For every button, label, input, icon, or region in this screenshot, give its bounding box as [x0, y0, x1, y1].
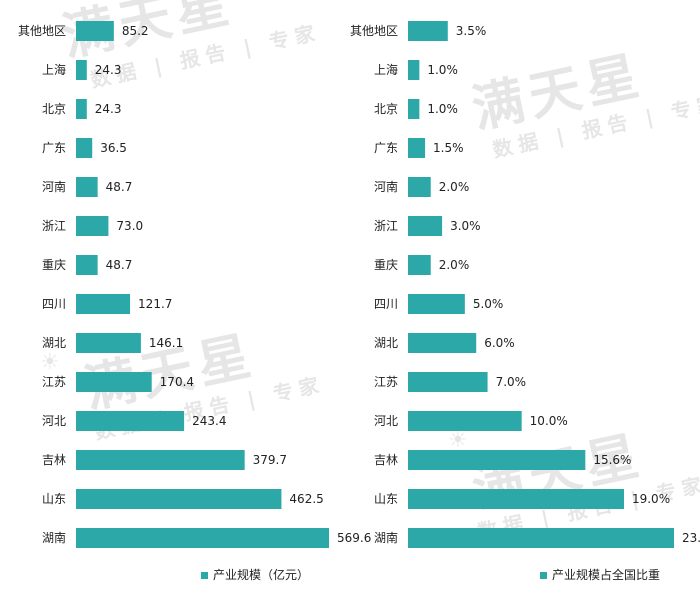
category-label: 其他地区	[18, 24, 66, 38]
category-label: 河北	[42, 414, 66, 428]
data-label: 2.0%	[439, 180, 470, 194]
bar	[76, 372, 152, 392]
bar	[76, 60, 87, 80]
data-label: 10.0%	[530, 414, 568, 428]
category-label: 吉林	[374, 453, 398, 467]
data-label: 24.3	[95, 63, 122, 77]
category-label: 四川	[374, 297, 398, 311]
data-label: 85.2	[122, 24, 149, 38]
category-label: 湖北	[374, 335, 398, 350]
bar	[76, 177, 98, 197]
data-label: 7.0%	[496, 375, 526, 389]
category-label: 四川	[42, 297, 66, 311]
bar	[76, 138, 93, 158]
category-label: 重庆	[42, 258, 66, 272]
bar	[408, 138, 426, 158]
data-label: 462.5	[289, 492, 323, 506]
data-label: 569.6	[337, 531, 371, 545]
data-label: 73.0	[116, 219, 143, 233]
bar	[76, 255, 98, 275]
bar	[408, 99, 420, 119]
bar	[76, 216, 109, 236]
category-label: 上海	[42, 62, 66, 77]
category-label: 河南	[42, 179, 66, 194]
data-label: 146.1	[149, 336, 183, 350]
bar	[76, 333, 141, 353]
category-label: 湖南	[374, 530, 398, 545]
bar	[408, 528, 674, 548]
bar	[408, 489, 624, 509]
category-label: 山东	[374, 492, 398, 506]
category-label: 广东	[42, 141, 66, 155]
data-label: 1.0%	[427, 102, 458, 116]
bar	[408, 216, 443, 236]
data-label: 2.0%	[439, 258, 470, 272]
bar	[408, 372, 488, 392]
bar	[76, 489, 282, 509]
data-label: 36.5	[100, 141, 127, 155]
category-label: 河南	[374, 179, 398, 194]
category-label: 浙江	[42, 219, 66, 233]
bar	[76, 99, 87, 119]
bar	[408, 450, 586, 470]
data-label: 121.7	[138, 297, 172, 311]
bar	[76, 450, 245, 470]
bar	[76, 411, 185, 431]
category-label: 北京	[374, 102, 398, 116]
category-label: 上海	[374, 62, 398, 77]
data-label: 1.5%	[433, 141, 464, 155]
data-label: 243.4	[192, 414, 226, 428]
legend-label: 产业规模占全国比重	[552, 567, 660, 582]
data-label: 379.7	[253, 453, 287, 467]
data-label: 15.6%	[593, 453, 631, 467]
bar	[408, 255, 431, 275]
bar	[76, 528, 329, 548]
category-label: 江苏	[374, 375, 398, 389]
data-label: 24.3	[95, 102, 122, 116]
data-label: 3.5%	[456, 24, 487, 38]
bar	[76, 294, 131, 314]
bar	[408, 21, 448, 41]
category-label: 重庆	[374, 258, 398, 272]
bar	[408, 333, 477, 353]
category-label: 江苏	[42, 375, 66, 389]
data-label: 48.7	[106, 180, 133, 194]
category-label: 广东	[374, 141, 398, 155]
data-label: 5.0%	[473, 297, 504, 311]
bar	[408, 177, 431, 197]
data-label: 6.0%	[484, 336, 515, 350]
data-label: 1.0%	[427, 63, 458, 77]
category-label: 吉林	[42, 453, 66, 467]
category-label: 山东	[42, 492, 66, 506]
bar	[76, 21, 114, 41]
bar	[408, 411, 522, 431]
category-label: 浙江	[374, 219, 398, 233]
legend-swatch	[540, 572, 547, 579]
category-label: 其他地区	[350, 24, 398, 38]
category-label: 湖南	[42, 530, 66, 545]
data-label: 170.4	[160, 375, 194, 389]
category-label: 湖北	[42, 335, 66, 350]
legend-swatch	[201, 572, 208, 579]
bar	[408, 60, 420, 80]
category-label: 河北	[374, 414, 398, 428]
category-label: 北京	[42, 102, 66, 116]
data-label: 48.7	[106, 258, 133, 272]
legend-label: 产业规模（亿元）	[213, 567, 309, 582]
data-label: 19.0%	[632, 492, 670, 506]
data-label: 3.0%	[450, 219, 481, 233]
bar	[408, 294, 465, 314]
data-label: 23.4%	[682, 531, 700, 545]
